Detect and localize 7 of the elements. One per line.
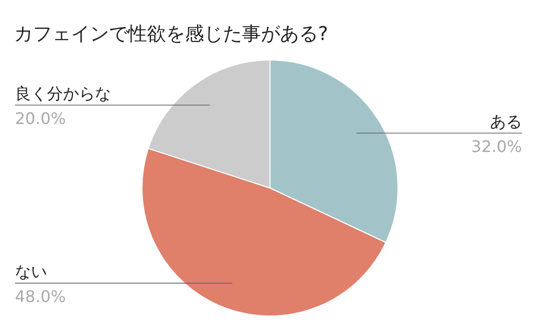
data-label: 32.0% xyxy=(471,137,522,156)
data-label: 48.0% xyxy=(15,287,66,306)
slice-label: ない xyxy=(15,262,47,282)
chart-title: カフェインで性欲を感じた事がある? xyxy=(14,23,328,45)
data-label: 20.0% xyxy=(15,109,66,128)
slice-label: 良く分からな xyxy=(15,84,111,104)
slice-label: ある xyxy=(490,112,522,132)
